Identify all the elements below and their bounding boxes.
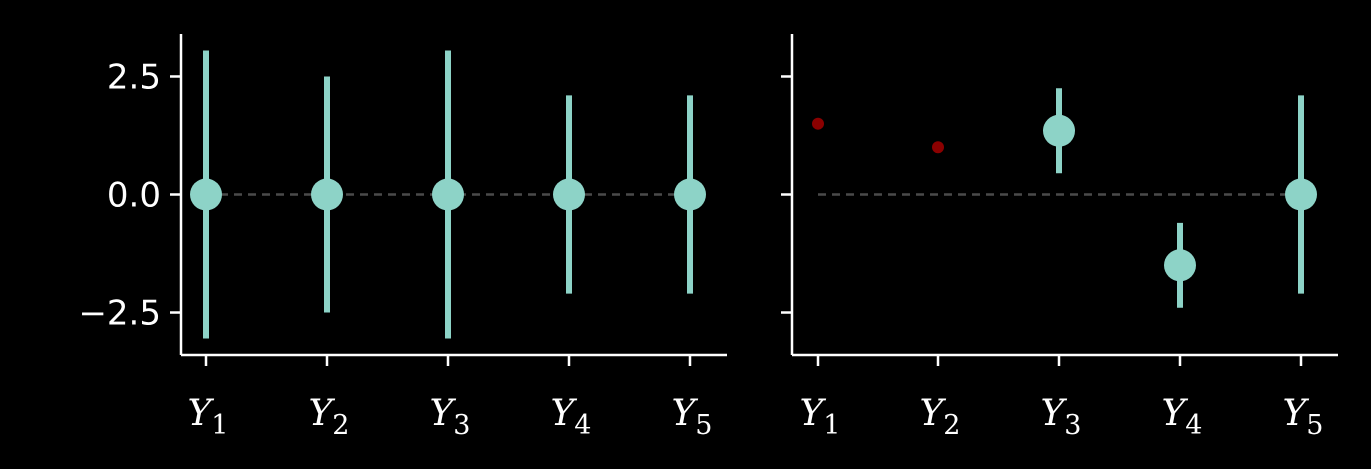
- data-point: [311, 178, 343, 211]
- category-label: Y2: [920, 393, 961, 441]
- data-point: [674, 178, 706, 211]
- y-tick-label: −2.5: [78, 294, 161, 334]
- left-panel: −2.5 0.0 2.5 Y1 Y2 Y3 Y4 Y5: [78, 34, 727, 441]
- small-data-point: [932, 141, 944, 154]
- data-point: [1164, 249, 1196, 282]
- category-label: Y2: [309, 393, 350, 441]
- category-label: Y5: [1283, 393, 1324, 441]
- data-point: [553, 178, 585, 211]
- y-tick-label: 0.0: [107, 176, 161, 216]
- y-tick-label: 2.5: [107, 57, 161, 97]
- data-point: [1285, 178, 1317, 211]
- data-point: [1043, 114, 1075, 147]
- category-label: Y3: [1041, 393, 1082, 441]
- category-label: Y1: [188, 393, 229, 441]
- category-label: Y4: [551, 393, 592, 441]
- category-label: Y3: [430, 393, 471, 441]
- small-data-point: [812, 117, 824, 130]
- category-label: Y5: [672, 393, 713, 441]
- data-point: [190, 178, 222, 211]
- right-panel: Y1 Y2 Y3 Y4 Y5: [781, 34, 1338, 441]
- data-point: [432, 178, 464, 211]
- category-label: Y4: [1162, 393, 1203, 441]
- category-label: Y1: [800, 393, 841, 441]
